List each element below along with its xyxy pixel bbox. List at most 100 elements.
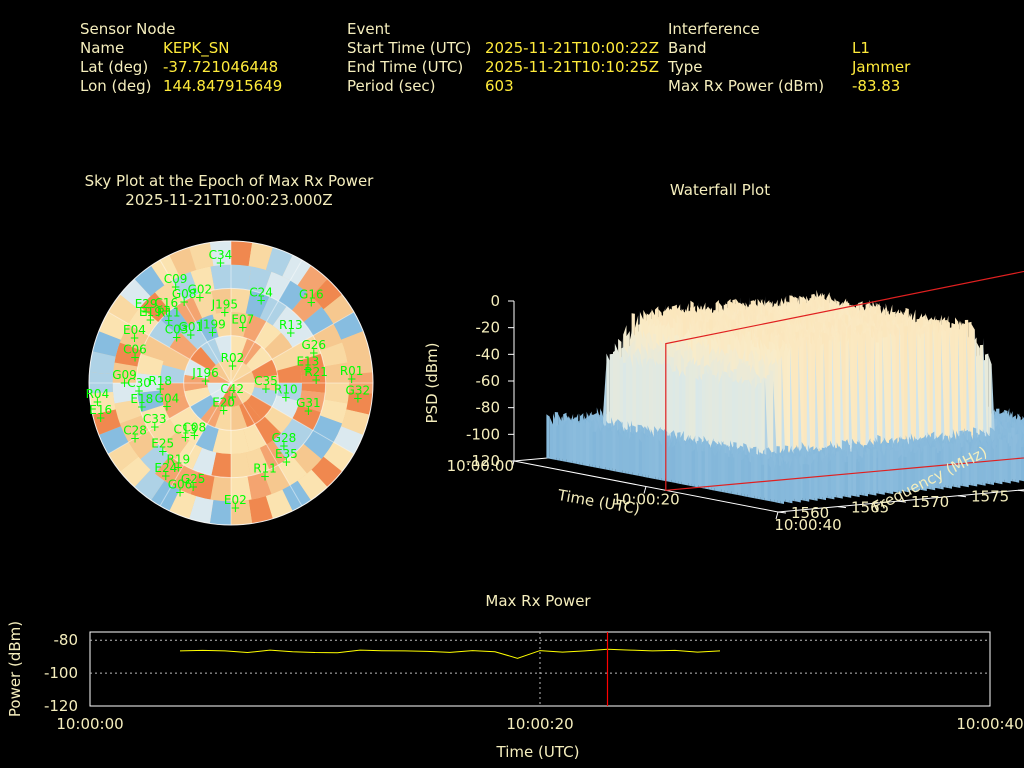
sky-azimuth-spoke: [107, 311, 232, 384]
sky-heat-cell: [341, 409, 370, 435]
satellite-label: E24: [154, 461, 177, 475]
sky-heat-cell: [190, 346, 216, 372]
satellite-label: C28: [123, 423, 147, 437]
satellite-g32: +G32: [346, 384, 371, 406]
sky-heat-cell: [231, 362, 252, 383]
satellite-label: C34: [209, 248, 233, 262]
sky-heat-cell: [184, 387, 211, 407]
sky-heat-cell: [212, 428, 231, 454]
satellite-marker: +: [208, 325, 218, 339]
waterfall-surface-strip: [549, 417, 553, 460]
sky-heat-cell: [160, 383, 186, 402]
waterfall-surface-strip: [619, 431, 623, 473]
satellite-marker: +: [134, 384, 144, 398]
sky-heat-cell: [346, 391, 373, 415]
sky-heat-cell: [248, 242, 273, 270]
satellite-marker: +: [215, 256, 225, 270]
sky-heat-cell: [175, 440, 203, 470]
waterfall-surface-strip: [741, 458, 745, 497]
sky-heat-cell: [183, 374, 208, 392]
satellite-g06: +G06: [168, 477, 193, 499]
interference-band-value: L1: [852, 39, 870, 57]
sky-heat-cell: [119, 278, 151, 310]
satellite-label: E29: [135, 297, 158, 311]
waterfall-surface-strip: [655, 434, 659, 480]
sky-heat-cell: [292, 404, 322, 431]
sky-heat-cell: [323, 294, 354, 324]
waterfall-surface-strip: [721, 446, 725, 493]
waterfall-surface-strip: [668, 442, 672, 483]
sky-heat-cell: [239, 401, 262, 428]
waterfall-surface-strip: [747, 460, 751, 498]
satellite-marker: +: [188, 480, 198, 494]
sky-heat-cell: [276, 364, 302, 383]
sky-plot-title: Sky Plot at the Epoch of Max Rx Power: [85, 172, 375, 190]
satellite-label: R11: [157, 306, 181, 320]
sky-heat-cell: [189, 242, 214, 270]
sky-azimuth-spoke: [107, 382, 232, 455]
waterfall-surface-strip: [785, 460, 790, 503]
waterfall-y-tick: [957, 495, 967, 498]
waterfall-surface-strip: [1004, 437, 1008, 483]
waterfall-surface-strip: [556, 423, 560, 461]
waterfall-y-tick-label: 1565: [851, 499, 889, 517]
sky-heat-cell: [282, 480, 311, 511]
satellite-label: E04: [123, 323, 146, 337]
sky-plot-subtitle: 2025-11-21T10:00:23.000Z: [125, 191, 332, 209]
waterfall-surface-strip: [1007, 445, 1011, 484]
waterfall-y-tick: [777, 511, 787, 514]
satellite-g25: +G25: [181, 472, 206, 494]
waterfall-plot: Waterfall Plot 0-20-40-60-80-100-12010:0…: [423, 181, 1024, 534]
sky-heat-cell: [154, 455, 184, 486]
waterfall-surface-strip: [652, 431, 656, 480]
waterfall-surface-strip: [995, 438, 1000, 484]
sky-heat-cell: [231, 383, 243, 407]
sky-heat-cell: [98, 426, 129, 454]
sky-heat-cell: [243, 314, 267, 343]
sky-heat-cell: [319, 342, 348, 367]
interference-power-value: -83.83: [852, 77, 900, 95]
sky-heat-cell: [151, 255, 180, 286]
waterfall-surface-strip: [586, 419, 590, 467]
satellite-e04: +E04: [123, 323, 146, 345]
waterfall-surface-strip: [915, 449, 919, 492]
sky-heat-cell: [246, 394, 272, 420]
satellite-r18: +R18: [148, 374, 172, 396]
waterfall-surface-strip: [635, 430, 639, 476]
satellite-marker: +: [92, 395, 102, 409]
satellite-e18: +E18: [130, 392, 153, 414]
sky-heat-cell: [298, 390, 326, 413]
satellite-label: R11: [253, 461, 277, 475]
satellite-c34: +C34: [209, 248, 233, 270]
waterfall-surface-strip: [698, 442, 702, 489]
satellite-label: R18: [148, 374, 172, 388]
power-chart-x-label: Time (UTC): [496, 743, 580, 761]
waterfall-x-tick: [643, 486, 647, 494]
sky-heat-cell: [189, 496, 214, 524]
sky-heat-cell: [190, 471, 215, 500]
sky-azimuth-spoke: [159, 259, 232, 384]
waterfall-surface-strip: [599, 427, 603, 469]
power-chart-y-label: Power (dBm): [6, 621, 24, 717]
sky-heat-cell: [231, 312, 250, 338]
waterfall-y-tick: [897, 500, 907, 503]
sky-heat-cell: [292, 335, 322, 362]
satellite-label: G02: [188, 283, 213, 297]
sky-plot-heatmap: [89, 241, 373, 525]
waterfall-surface-strip: [566, 418, 570, 463]
sky-heat-cell: [209, 241, 231, 266]
satellite-label: C42: [220, 382, 244, 396]
satellite-marker: +: [256, 293, 266, 307]
sky-heat-cell: [210, 476, 231, 502]
sky-heat-cell: [207, 383, 231, 395]
sky-heat-cell: [231, 428, 250, 454]
sky-heat-cell: [214, 405, 231, 431]
sky-heat-cell: [200, 401, 223, 428]
power-x-tick-label: 10:00:20: [506, 715, 573, 733]
sky-heat-cell: [169, 406, 198, 434]
waterfall-surface-strip: [886, 449, 890, 494]
satellite-label: G16: [299, 288, 324, 302]
satellite-e35: +E35: [275, 447, 298, 469]
sky-heat-cell: [128, 306, 159, 336]
